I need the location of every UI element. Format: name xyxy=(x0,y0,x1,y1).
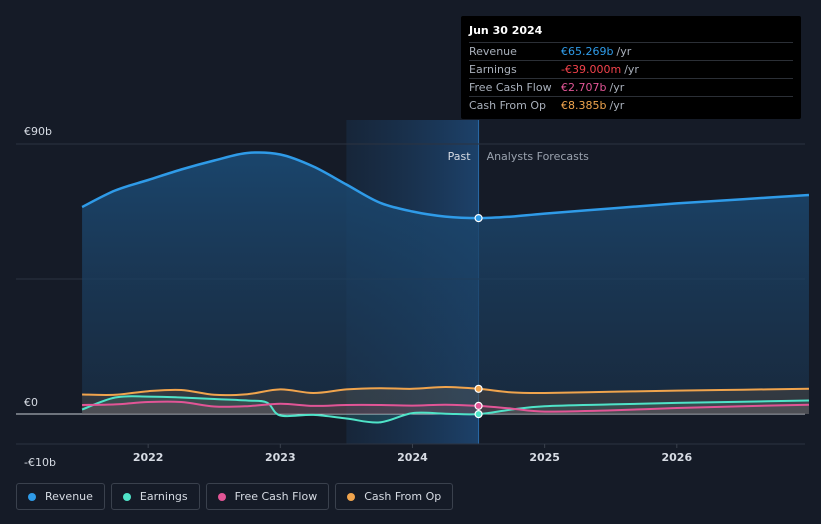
tooltip-label: Free Cash Flow xyxy=(469,81,552,94)
tooltip-unit: /yr xyxy=(609,99,625,112)
tooltip-label: Cash From Op xyxy=(469,99,547,112)
y-tick-label: €90b xyxy=(24,125,52,138)
chart-legend: Revenue Earnings Free Cash Flow Cash Fro… xyxy=(16,483,454,510)
legend-item-revenue[interactable]: Revenue xyxy=(16,483,105,510)
legend-item-cash-from-op[interactable]: Cash From Op xyxy=(335,483,454,510)
tooltip-row-earnings: Earnings -€39.000m /yr xyxy=(469,61,793,79)
earnings-marker[interactable] xyxy=(474,410,483,419)
earnings-area xyxy=(82,396,809,423)
legend-item-earnings[interactable]: Earnings xyxy=(110,483,200,510)
revenue-marker[interactable] xyxy=(474,214,483,223)
free-cash-flow-line xyxy=(82,400,809,413)
tooltip-value: €2.707b xyxy=(561,81,607,94)
tooltip-unit: /yr xyxy=(609,81,625,94)
data-tooltip: Jun 30 2024 Revenue €65.269b /yr Earning… xyxy=(461,16,801,119)
tooltip-value: €65.269b xyxy=(561,45,614,58)
legend-label: Cash From Op xyxy=(364,490,442,503)
tooltip-row-revenue: Revenue €65.269b /yr xyxy=(469,43,793,61)
tooltip-label: Earnings xyxy=(469,63,517,76)
tooltip-row-cash-from-op: Cash From Op €8.385b /yr xyxy=(469,97,793,114)
revenue-dot-icon xyxy=(28,492,36,501)
past-label: Past xyxy=(448,150,472,163)
tooltip-value: -€39.000m xyxy=(561,63,622,76)
free-cash-flow-dot-icon xyxy=(217,492,226,501)
cash-from-op-dot-icon xyxy=(347,492,356,501)
revenue-area xyxy=(82,152,809,415)
financials-chart: Past Analysts Forecasts €90b €0 -€10b 2022… xyxy=(16,120,810,469)
y-tick-label: -€10b xyxy=(24,456,56,469)
tooltip-row-free-cash-flow: Free Cash Flow €2.707b /yr xyxy=(469,79,793,97)
cash-from-op-marker[interactable] xyxy=(474,384,483,393)
x-tick-label: 2025 xyxy=(529,451,560,464)
earnings-line xyxy=(81,395,809,424)
tooltip-unit: /yr xyxy=(616,45,632,58)
cash-from-op-line xyxy=(82,386,809,397)
x-tick-label: 2026 xyxy=(661,451,692,464)
revenue-line xyxy=(81,151,810,220)
tooltip-label: Revenue xyxy=(469,45,517,58)
legend-label: Free Cash Flow xyxy=(234,490,318,503)
legend-label: Earnings xyxy=(139,490,188,503)
x-tick-label: 2024 xyxy=(397,451,428,464)
legend-item-free-cash-flow[interactable]: Free Cash Flow xyxy=(205,483,330,510)
tooltip-value: €8.385b xyxy=(561,99,607,112)
x-tick-label: 2022 xyxy=(133,451,164,464)
analysts-forecasts-label: Analysts Forecasts xyxy=(487,150,590,163)
earnings-dot-icon xyxy=(122,492,131,501)
legend-label: Revenue xyxy=(45,490,93,503)
cash-from-op-area xyxy=(82,387,809,414)
tooltip-unit: /yr xyxy=(624,63,639,76)
free-cash-flow-area xyxy=(82,401,809,414)
x-tick-label: 2023 xyxy=(265,451,296,464)
y-tick-label: €0 xyxy=(24,396,38,409)
tooltip-date: Jun 30 2024 xyxy=(469,24,793,43)
free-cash-flow-marker[interactable] xyxy=(474,401,483,410)
